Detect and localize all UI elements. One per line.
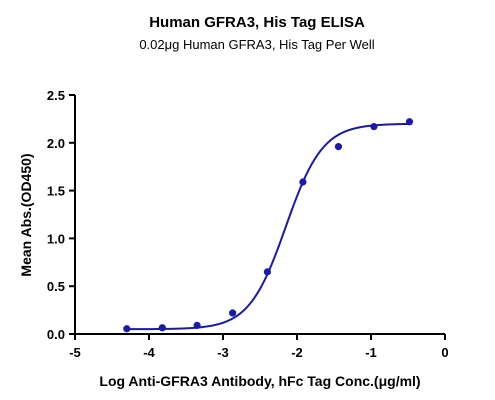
plot-area: 0.0 0.5 1.0 1.5 2.0 2.5 -5 -4 -3 -2 -1 0 bbox=[47, 88, 449, 360]
x-tick-label: -2 bbox=[291, 345, 303, 360]
y-axis-label: Mean Abs.(OD450) bbox=[18, 153, 34, 276]
data-point bbox=[123, 325, 131, 333]
data-point bbox=[158, 324, 166, 332]
data-point bbox=[193, 321, 201, 329]
fit-curve-line bbox=[126, 122, 410, 331]
y-tick-label: 1.0 bbox=[47, 231, 65, 246]
y-tick-label: 2.0 bbox=[47, 136, 65, 151]
x-tick-label: -1 bbox=[365, 345, 377, 360]
chart-title: Human GFRA3, His Tag ELISA bbox=[149, 14, 365, 31]
data-point bbox=[370, 122, 378, 131]
chart-subtitle: 0.02μg Human GFRA3, His Tag Per Well bbox=[139, 37, 374, 52]
data-point bbox=[299, 178, 307, 186]
y-tick-label: 2.5 bbox=[47, 88, 65, 103]
data-point bbox=[229, 309, 237, 317]
x-tick-label: -4 bbox=[143, 345, 155, 360]
x-tick-label: 0 bbox=[441, 345, 448, 360]
data-point bbox=[263, 268, 271, 276]
x-tick-label: -5 bbox=[69, 345, 81, 360]
data-point bbox=[334, 143, 343, 151]
y-tick-label: 0.0 bbox=[47, 327, 65, 342]
data-point bbox=[405, 118, 414, 126]
y-tick-label: 0.5 bbox=[47, 279, 65, 294]
y-tick-label: 1.5 bbox=[47, 184, 65, 199]
x-axis-label: Log Anti-GFRA3 Antibody, hFc Tag Conc.(μ… bbox=[99, 373, 420, 389]
x-tick-label: -3 bbox=[217, 345, 229, 360]
